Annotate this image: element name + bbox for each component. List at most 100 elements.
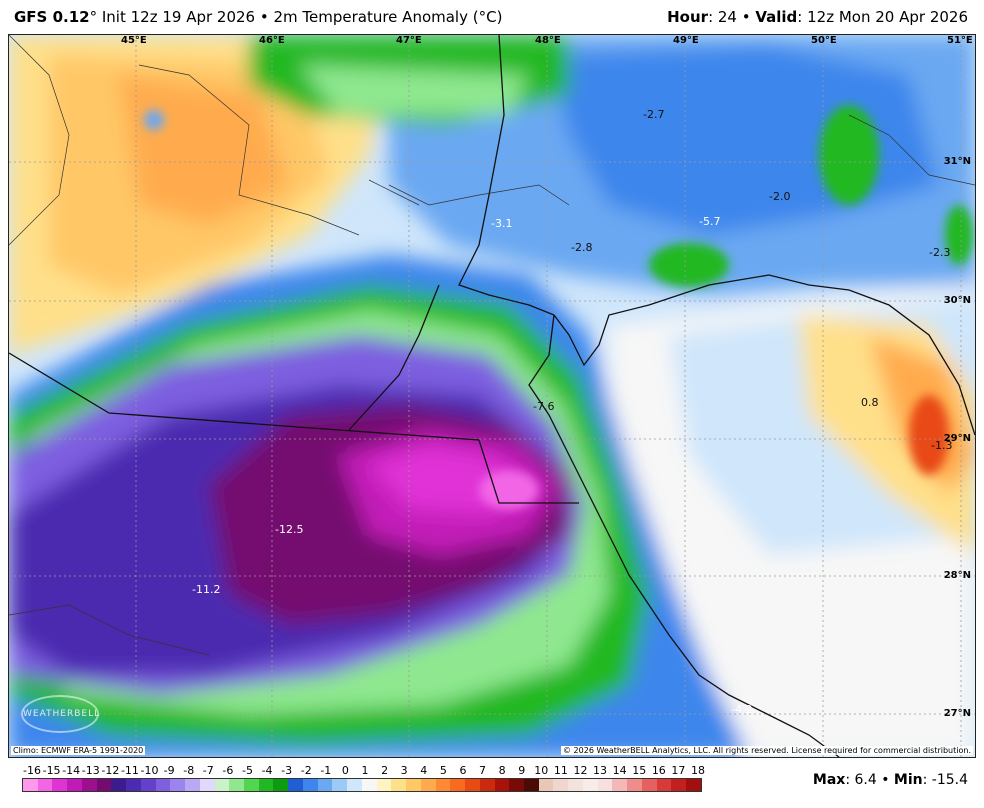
legend-tick-label: 3 xyxy=(400,764,408,777)
legend-tick-label: -7 xyxy=(202,764,214,777)
legend-swatch xyxy=(376,779,392,791)
max-min-stats: Max: 6.4 • Min: -15.4 xyxy=(813,772,968,788)
legend-swatch xyxy=(435,779,451,791)
legend-tick-label: 18 xyxy=(691,764,705,777)
value-label: -5.7 xyxy=(699,215,721,228)
legend-tick-label: -3 xyxy=(281,764,293,777)
legend-tick-label: -8 xyxy=(183,764,195,777)
legend-swatch xyxy=(656,779,672,791)
legend-swatch xyxy=(391,779,407,791)
lat-label-28: 28°N xyxy=(943,570,971,581)
valid-label: Valid xyxy=(755,8,798,26)
value-label: -2.0 xyxy=(769,190,791,203)
legend-swatch xyxy=(302,779,318,791)
legend-tick-label: 16 xyxy=(651,764,666,777)
legend-tick-label: 17 xyxy=(671,764,686,777)
legend-tick-label: 4 xyxy=(420,764,428,777)
legend-tick-label: -6 xyxy=(222,764,234,777)
legend-swatch xyxy=(494,779,510,791)
max-label: Max xyxy=(812,772,846,788)
legend-swatch xyxy=(420,779,436,791)
legend-tick-label: 10 xyxy=(534,764,549,777)
legend-color-bar xyxy=(22,778,702,792)
title: GFS 0.12° Init 12z 19 Apr 2026 • 2m Temp… xyxy=(14,8,502,26)
legend-swatch xyxy=(199,779,215,791)
legend-tick-label: 1 xyxy=(361,764,369,777)
legend-swatch xyxy=(332,779,348,791)
legend-tick-label: 0 xyxy=(341,764,349,777)
color-legend: -16 -15 -14 -13 -12 -11 -10 -9 -8 -7 -6 -5 -4 -3 -2 -1 0… xyxy=(22,764,705,798)
min-label: Min xyxy=(893,772,923,788)
legend-tick-label: 14 xyxy=(612,764,627,777)
legend-tick-label: -15 xyxy=(42,764,61,777)
lat-label-30: 30°N xyxy=(943,295,971,306)
legend-swatch xyxy=(126,779,141,791)
legend-swatch xyxy=(23,779,38,791)
legend-tick-label: 12 xyxy=(573,764,588,777)
legend-swatch xyxy=(641,779,657,791)
lon-label-45: 45°E xyxy=(121,35,147,46)
legend-tick-label: 6 xyxy=(459,764,467,777)
legend-tick-label: -11 xyxy=(120,764,139,777)
legend-tick-label: -2 xyxy=(300,764,312,777)
hour-value: : 24 • xyxy=(708,8,756,26)
legend-swatch xyxy=(67,779,82,791)
legend-swatch xyxy=(612,779,628,791)
legend-tick-label: 7 xyxy=(479,764,487,777)
legend-tick-label: 2 xyxy=(381,764,389,777)
value-label: -12.5 xyxy=(275,523,304,536)
legend-tick-labels: -16 -15 -14 -13 -12 -11 -10 -9 -8 -7 -6 -5 -4 -3 -2 -1 0… xyxy=(22,764,705,778)
legend-swatch xyxy=(347,779,362,791)
lon-label-51: 51°E xyxy=(947,35,973,46)
legend-tick-label: -1 xyxy=(320,764,332,777)
lon-label-48: 48°E xyxy=(535,35,561,46)
legend-swatch xyxy=(686,779,701,791)
value-label: -2.7 xyxy=(643,108,665,121)
legend-tick-label: 13 xyxy=(593,764,608,777)
model-name: GFS 0.12 xyxy=(14,8,90,26)
legend-tick-label: 15 xyxy=(632,764,647,777)
lon-label-50: 50°E xyxy=(811,35,837,46)
value-label: -4.2 xyxy=(731,703,753,716)
anomaly-field xyxy=(9,35,975,757)
legend-swatch xyxy=(244,779,259,791)
header: GFS 0.12° Init 12z 19 Apr 2026 • 2m Temp… xyxy=(0,0,984,34)
legend-swatch xyxy=(553,779,569,791)
legend-swatch xyxy=(523,779,539,791)
value-label: -2.8 xyxy=(571,241,593,254)
legend-tick-label: 5 xyxy=(439,764,447,777)
max-value: : 6.4 • xyxy=(845,772,894,788)
legend-swatch xyxy=(671,779,687,791)
valid-value: : 12z Mon 20 Apr 2026 xyxy=(797,8,968,26)
lon-label-46: 46°E xyxy=(259,35,285,46)
map[interactable]: 45°E 46°E 47°E 48°E 49°E 50°E 51°E 31°N … xyxy=(8,34,976,758)
valid-time: Hour: 24 • Valid: 12z Mon 20 Apr 2026 xyxy=(667,8,968,26)
legend-tick-label: -10 xyxy=(140,764,159,777)
value-label: -3.1 xyxy=(491,217,513,230)
legend-swatch xyxy=(170,779,186,791)
value-label: -2.3 xyxy=(929,246,951,259)
legend-swatch xyxy=(465,779,480,791)
legend-swatch xyxy=(140,779,156,791)
legend-swatch xyxy=(450,779,466,791)
legend-swatch xyxy=(406,779,421,791)
legend-swatch xyxy=(155,779,171,791)
legend-swatch xyxy=(81,779,97,791)
lat-label-31: 31°N xyxy=(943,156,971,167)
legend-swatch xyxy=(214,779,230,791)
legend-tick-label: -4 xyxy=(261,764,273,777)
lon-label-49: 49°E xyxy=(673,35,699,46)
legend-swatch xyxy=(273,779,289,791)
legend-swatch xyxy=(185,779,200,791)
legend-swatch xyxy=(317,779,333,791)
legend-swatch xyxy=(627,779,642,791)
legend-swatch xyxy=(96,779,112,791)
legend-tick-label: -9 xyxy=(163,764,175,777)
legend-swatch xyxy=(582,779,598,791)
init-text: ° Init 12z 19 Apr 2026 • 2m Temperature … xyxy=(89,8,503,26)
lat-label-29: 29°N xyxy=(943,433,971,444)
legend-swatch xyxy=(479,779,495,791)
legend-swatch xyxy=(597,779,613,791)
copyright-note: © 2026 WeatherBELL Analytics, LLC. All r… xyxy=(561,746,973,755)
legend-tick-label: -5 xyxy=(241,764,253,777)
